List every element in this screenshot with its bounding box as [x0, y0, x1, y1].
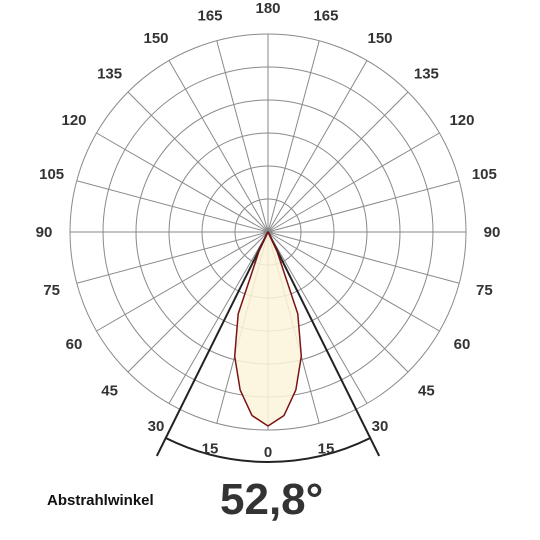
angle-label-m135: 135: [97, 66, 122, 83]
grid-spoke-330: [168, 231, 269, 404]
grid-spoke-210: [168, 60, 269, 233]
angle-label-180: 180: [255, 0, 280, 17]
grid-spoke-240: [96, 132, 269, 233]
grid-spoke-300: [96, 231, 269, 332]
grid-spoke-255: [76, 180, 269, 233]
beam-angle-arc: [165, 437, 371, 463]
angle-label-45: 45: [418, 382, 435, 399]
grid-spoke-315: [127, 231, 269, 373]
angle-label-135: 135: [414, 66, 439, 83]
angle-label-165: 165: [313, 8, 338, 25]
angle-label-m45: 45: [101, 382, 118, 399]
grid-spoke-75: [267, 231, 460, 284]
angle-label-m30: 30: [148, 418, 165, 435]
angle-tick-labels: 0 15 15 30 30 45 45 60 60 75 75 90 90 105 105 120 120 135…: [36, 0, 501, 461]
light-distribution-curve: [233, 231, 303, 427]
grid-spoke-225: [127, 91, 269, 233]
beam-angle-lines: [155, 231, 381, 463]
angle-label-m150: 150: [143, 30, 168, 47]
angle-label-m15: 15: [202, 440, 219, 457]
angle-label-105: 105: [472, 166, 497, 183]
beam-line-right: [267, 231, 381, 457]
grid-spoke-135: [267, 91, 409, 233]
angle-label-m60: 60: [66, 336, 83, 353]
grid-spoke-120: [267, 132, 440, 233]
grid-spoke-165: [267, 40, 320, 233]
angle-label-60: 60: [454, 336, 471, 353]
grid-spoke-105: [267, 180, 460, 233]
angle-label-m165: 165: [198, 8, 223, 25]
grid-spoke-195: [216, 40, 269, 233]
angle-label-120: 120: [449, 112, 474, 129]
grid-spoke-45: [267, 231, 409, 373]
angle-label-150: 150: [367, 30, 392, 47]
grid-spoke-30: [267, 231, 368, 404]
beam-angle-value: 52,8°: [220, 475, 324, 524]
grid-spoke-60: [267, 231, 440, 332]
grid-spoke-285: [76, 231, 269, 284]
angle-label-90: 90: [484, 224, 501, 241]
angle-label-75: 75: [476, 282, 493, 299]
grid-spoke-150: [267, 60, 368, 233]
light-distribution-series: [233, 231, 303, 427]
angle-label-m120: 120: [61, 112, 86, 129]
angle-label-m75: 75: [43, 282, 60, 299]
angle-label-0: 0: [264, 444, 272, 461]
beam-angle-caption: Abstrahlwinkel: [47, 492, 154, 509]
angle-label-15: 15: [318, 440, 335, 457]
angle-label-m105: 105: [39, 166, 64, 183]
angle-label-30: 30: [372, 418, 389, 435]
beam-line-left: [155, 231, 269, 457]
angle-label-m90: 90: [36, 224, 53, 241]
polar-light-distribution-chart: 0 15 15 30 30 45 45 60 60 75 75 90 90 105 105 120 120 135…: [36, 0, 501, 463]
